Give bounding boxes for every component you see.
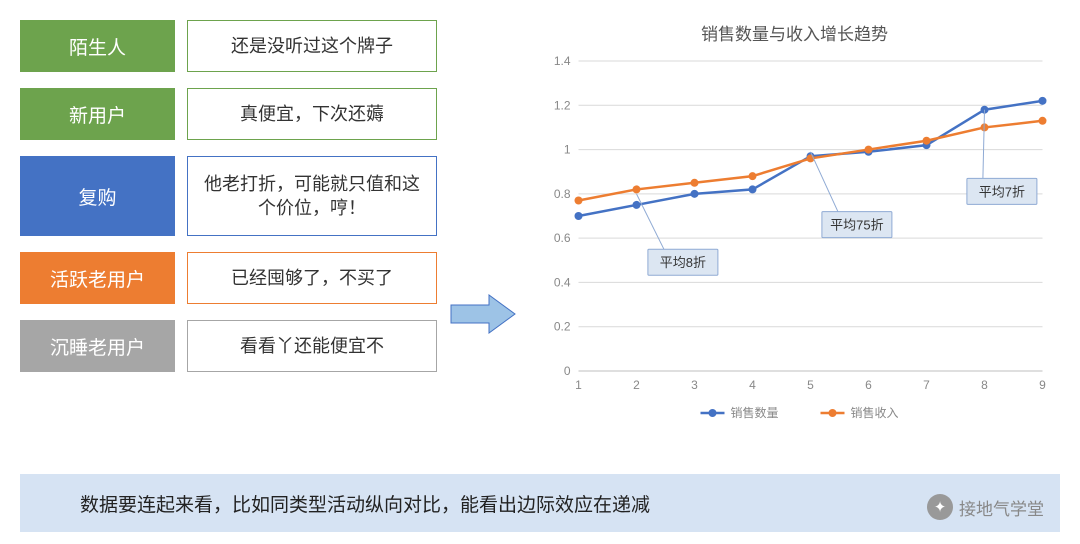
svg-text:0.6: 0.6 — [554, 231, 571, 245]
svg-text:1: 1 — [575, 378, 582, 392]
svg-text:平均75折: 平均75折 — [830, 218, 883, 233]
user-stage-4: 沉睡老用户 — [20, 320, 175, 372]
wechat-icon: ✦ — [927, 494, 953, 520]
user-stage-column: 陌生人新用户复购活跃老用户沉睡老用户 — [20, 20, 175, 460]
watermark-text: 接地气学堂 — [959, 495, 1044, 520]
user-comment-3: 已经囤够了，不买了 — [187, 252, 437, 304]
arrow-icon — [449, 291, 517, 337]
user-comment-4: 看看丫还能便宜不 — [187, 320, 437, 372]
svg-text:8: 8 — [981, 378, 988, 392]
svg-text:平均7折: 平均7折 — [979, 184, 1025, 199]
svg-text:3: 3 — [691, 378, 698, 392]
chart-container: 销售数量与收入增长趋势 0 0.2 0.4 0.6 0.8 1 1.2 1.4 1 2 3 4 5 6 7 8… — [529, 20, 1060, 460]
bottom-summary-text: 数据要连起来看，比如同类型活动纵向对比，能看出边际效应在递减 — [80, 490, 650, 517]
svg-text:0: 0 — [564, 364, 571, 378]
arrow-wrap — [449, 20, 517, 460]
watermark: ✦ 接地气学堂 — [927, 494, 1044, 520]
user-stage-0: 陌生人 — [20, 20, 175, 72]
svg-text:0.2: 0.2 — [554, 320, 571, 334]
svg-text:1.4: 1.4 — [554, 54, 571, 68]
user-comment-2: 他老打折，可能就只值和这个价位，哼！ — [187, 156, 437, 236]
user-comment-1: 真便宜，下次还薅 — [187, 88, 437, 140]
svg-text:7: 7 — [923, 378, 930, 392]
user-stage-2: 复购 — [20, 156, 175, 236]
svg-text:6: 6 — [865, 378, 872, 392]
svg-text:4: 4 — [749, 378, 756, 392]
main-area: 陌生人新用户复购活跃老用户沉睡老用户 还是没听过这个牌子真便宜，下次还薅他老打折… — [0, 0, 1080, 460]
svg-text:9: 9 — [1039, 378, 1046, 392]
svg-text:销售数量: 销售数量 — [731, 405, 779, 420]
svg-text:0.4: 0.4 — [554, 275, 571, 289]
user-comment-0: 还是没听过这个牌子 — [187, 20, 437, 72]
svg-text:2: 2 — [633, 378, 640, 392]
svg-text:1: 1 — [564, 143, 571, 157]
svg-text:0.8: 0.8 — [554, 187, 571, 201]
svg-text:1.2: 1.2 — [554, 98, 571, 112]
user-stage-1: 新用户 — [20, 88, 175, 140]
svg-text:平均8折: 平均8折 — [660, 255, 706, 270]
user-stage-3: 活跃老用户 — [20, 252, 175, 304]
svg-text:销售收入: 销售收入 — [851, 405, 899, 420]
chart-title: 销售数量与收入增长趋势 — [529, 20, 1060, 45]
bottom-summary-bar: 数据要连起来看，比如同类型活动纵向对比，能看出边际效应在递减 — [20, 474, 1060, 532]
line-chart: 0 0.2 0.4 0.6 0.8 1 1.2 1.4 1 2 3 4 5 6 7 8 9 平均8折 平均75折 平均… — [529, 51, 1060, 431]
comment-column: 还是没听过这个牌子真便宜，下次还薅他老打折，可能就只值和这个价位，哼！ 已经囤够了… — [187, 20, 437, 460]
svg-text:5: 5 — [807, 378, 814, 392]
